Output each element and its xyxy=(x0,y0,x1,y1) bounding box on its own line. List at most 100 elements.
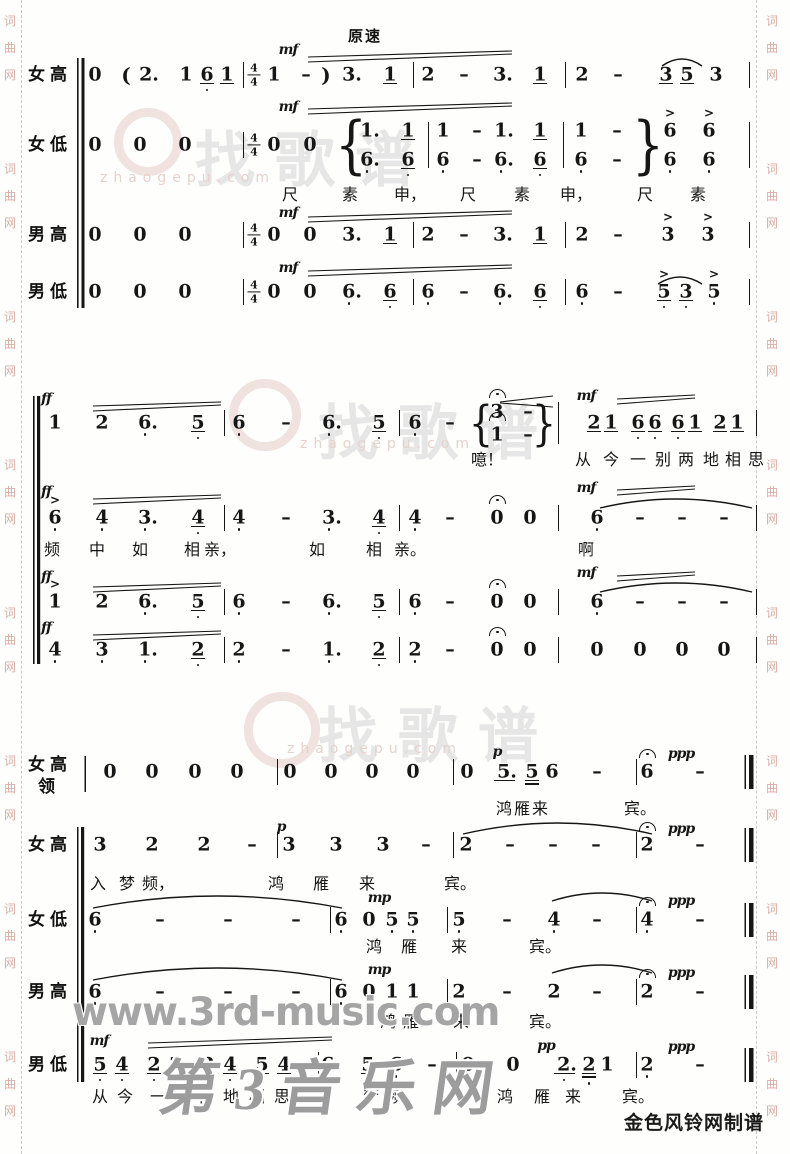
note-token: 6 xyxy=(663,148,677,171)
dash-token: – xyxy=(719,590,729,613)
left-side-watermark-char: 词 xyxy=(4,1050,17,1064)
divisi-brace: } xyxy=(531,395,557,451)
octave-dot xyxy=(712,302,716,306)
lyric-char: 雁 xyxy=(513,801,531,818)
rest-token: 0 xyxy=(178,133,192,156)
note-token: 1 xyxy=(48,411,62,434)
right-side-watermark-char: 网 xyxy=(766,808,779,822)
octave-dot xyxy=(339,1002,343,1006)
left-side-watermark-char: 网 xyxy=(4,956,17,970)
dash-token: – xyxy=(291,908,301,931)
note-token: 6. xyxy=(322,590,342,613)
note-token: 6. xyxy=(360,148,380,171)
time-signature-part: 4 xyxy=(250,292,258,306)
right-side-watermark-char: 词 xyxy=(766,458,779,472)
transcriber-credit: 金色风铃网制谱 xyxy=(624,1113,765,1134)
note-token: 3 xyxy=(679,280,693,303)
time-signature-part: 4 xyxy=(250,278,258,292)
lyric-char: 别 xyxy=(173,1089,191,1106)
note-token: 3 xyxy=(93,833,107,856)
note-underline xyxy=(648,431,662,433)
note-token: 4 xyxy=(191,506,205,529)
dash-token: – xyxy=(155,980,165,1003)
lyric-char: 思 xyxy=(747,452,765,469)
dash-token: – xyxy=(613,63,623,86)
lyric-char: 宾。 xyxy=(623,801,657,818)
right-side-watermark-char: 网 xyxy=(766,512,779,526)
dash-token: – xyxy=(301,63,311,86)
dash-token: – xyxy=(281,411,291,434)
right-side-watermark-char: 网 xyxy=(766,364,779,378)
note-token: 1 xyxy=(490,423,504,446)
note-token: 1 xyxy=(383,223,397,246)
octave-dot xyxy=(120,1078,124,1082)
rest-token: 0 xyxy=(523,590,537,613)
rest-token: 0 xyxy=(461,1053,475,1076)
note-underline xyxy=(383,243,397,245)
octave-dot xyxy=(411,930,415,934)
octave-dot xyxy=(327,528,331,532)
divisi-brace: { xyxy=(335,108,367,182)
note-token: 6 xyxy=(334,980,348,1003)
note-token: 2 xyxy=(452,980,466,1003)
lyric-char: 雁 xyxy=(312,876,330,893)
note-token: 2 xyxy=(640,980,654,1003)
octave-dot xyxy=(366,1078,370,1082)
octave-dot xyxy=(339,930,343,934)
dash-token: – xyxy=(523,400,533,423)
octave-dot xyxy=(413,660,417,664)
voice-label: 男高 xyxy=(28,982,72,1001)
note-token: 6 xyxy=(640,760,654,783)
octave-dot xyxy=(587,1081,591,1085)
dash-token: – xyxy=(459,63,469,86)
lyric-char: 来 xyxy=(358,876,376,893)
rest-token: 0 xyxy=(88,63,102,86)
right-side-watermark-char: 曲 xyxy=(766,633,779,647)
lyric-char: 频 xyxy=(43,542,61,559)
note-token: 6 xyxy=(648,411,662,434)
dynamic-mark: mf xyxy=(278,42,299,58)
measure-barline xyxy=(413,222,415,248)
lyric-char: 梦 xyxy=(362,1089,380,1106)
accent-mark: > xyxy=(662,210,674,224)
note-token: 1 xyxy=(604,411,618,434)
rest-token: 0 xyxy=(283,760,297,783)
octave-dot xyxy=(98,1078,102,1082)
rest-token: 0 xyxy=(406,760,420,783)
note-underline xyxy=(401,139,415,141)
3rd-music-cn-watermark: 第3音乐网 xyxy=(154,1056,514,1122)
note-token: 2 xyxy=(147,1053,161,1076)
octave-dot xyxy=(413,433,417,437)
dash-token: – xyxy=(613,223,623,246)
dash-token: – xyxy=(502,980,512,1003)
rest-token: 0 xyxy=(523,506,537,529)
octave-dot xyxy=(377,663,381,667)
measure-barline xyxy=(243,62,245,88)
note-token: 4 xyxy=(547,908,561,931)
note-token: 3 xyxy=(661,223,675,246)
octave-dot xyxy=(538,173,542,177)
dynamic-mark: mf xyxy=(576,565,597,581)
note-underline xyxy=(631,431,645,433)
measure-barline xyxy=(636,832,638,858)
fermata-mark xyxy=(639,822,656,831)
octave-dot xyxy=(668,170,672,174)
right-side-watermark-char: 网 xyxy=(766,68,779,82)
note-underline xyxy=(587,431,601,433)
zhaogepu-logo-circle xyxy=(229,379,301,451)
note-token: 5 xyxy=(657,280,671,303)
rest-token: 0 xyxy=(490,590,504,613)
rest-token: 0 xyxy=(303,223,317,246)
right-side-watermark-char: 词 xyxy=(766,14,779,28)
note-token: 3. xyxy=(138,506,158,529)
dash-token: – xyxy=(247,833,257,856)
note-token: 2 xyxy=(547,980,561,1003)
right-side-watermark-char: 网 xyxy=(766,660,779,674)
octave-dot xyxy=(196,615,200,619)
measure-barline xyxy=(224,589,226,615)
lyric-char: 相 xyxy=(724,452,742,469)
lyric-char: 来 xyxy=(452,1014,470,1031)
lyric-char: 雁 xyxy=(533,1089,551,1106)
note-token: 5 xyxy=(452,908,466,931)
measure-barline xyxy=(456,1052,458,1078)
